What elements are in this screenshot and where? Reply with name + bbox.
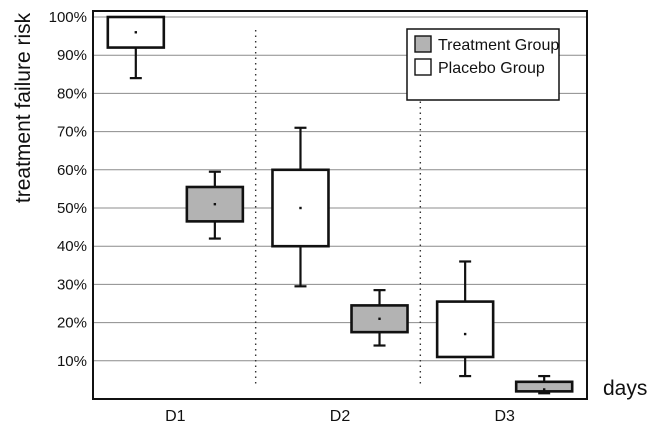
y-tick-label: 10% [57, 353, 87, 370]
x-axis-label: days [603, 377, 647, 400]
x-category-label: D2 [330, 408, 351, 425]
legend-swatch [414, 58, 432, 76]
legend-swatch [414, 35, 432, 53]
y-tick-label: 100% [49, 9, 87, 26]
median-dot [542, 388, 546, 391]
box-layer [106, 15, 574, 395]
median-dot [299, 206, 302, 210]
box-iqr [435, 300, 495, 359]
y-tick-label: 70% [57, 124, 87, 141]
grid-layer [93, 16, 587, 362]
y-tick-label: 30% [57, 276, 87, 293]
median-dot [463, 332, 467, 336]
box-placebo-group-d3 [435, 260, 495, 378]
legend-label: Treatment Group [438, 37, 559, 54]
y-tick-label: 80% [57, 85, 87, 102]
y-tick-label: 90% [57, 47, 87, 64]
y-tick-labels: 10% 20% 30% 40% 50% 60% 70% 80% 90% 100% [49, 9, 87, 370]
box-placebo-group-d1 [106, 15, 166, 80]
median-dot [213, 202, 217, 206]
box-treatment-group-d3 [514, 374, 574, 395]
median-dot [134, 31, 138, 34]
x-category-label: D3 [494, 408, 515, 425]
y-axis-label: treatment failure risk [12, 12, 35, 203]
y-tick-label: 20% [57, 315, 87, 332]
box-iqr [514, 380, 574, 393]
box-treatment-group-d1 [185, 170, 245, 240]
plot-frame [92, 10, 588, 400]
category-separators [254, 30, 422, 384]
box-treatment-group-d2 [350, 289, 409, 347]
y-tick-label: 60% [57, 162, 87, 179]
box-placebo-group-d2 [271, 126, 330, 288]
x-category-labels: D1 D2 D3 [165, 408, 515, 425]
y-tick-label: 40% [57, 238, 87, 255]
y-tick-label: 50% [57, 200, 87, 217]
legend-frame [406, 28, 560, 101]
legend: Treatment Group Placebo Group [406, 28, 560, 101]
median-dot [378, 317, 381, 320]
x-category-label: D1 [165, 408, 186, 425]
legend-label: Placebo Group [438, 60, 545, 77]
